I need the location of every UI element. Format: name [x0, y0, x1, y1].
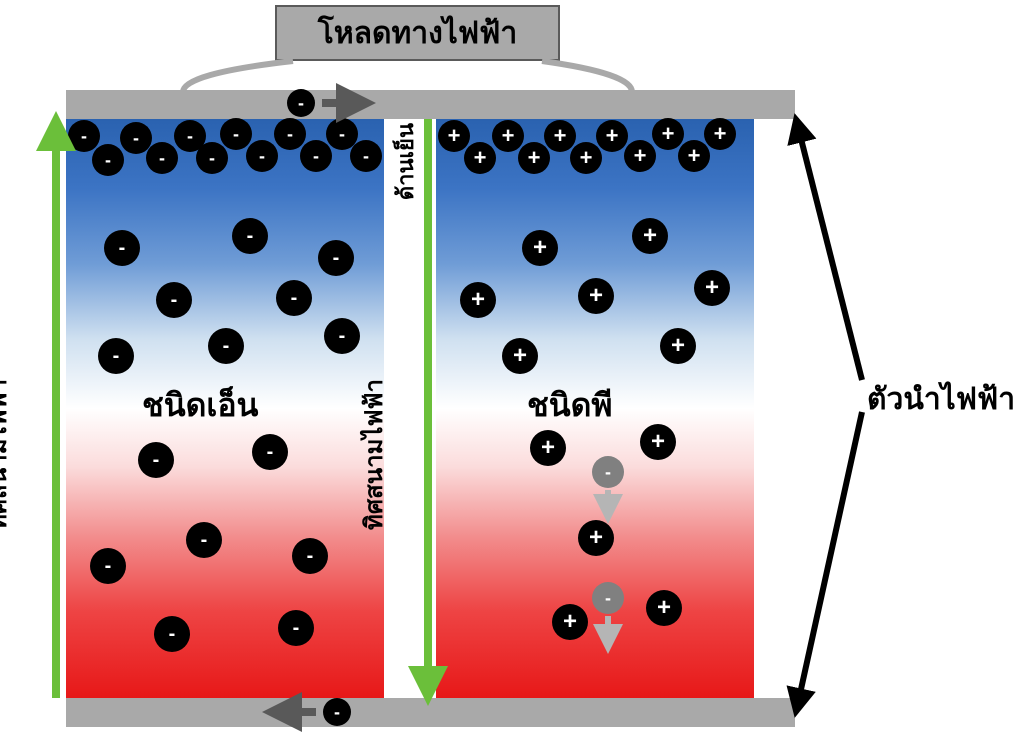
p-charge: + [646, 590, 682, 626]
n-charge-top: - [300, 140, 332, 172]
p-charge-top: + [596, 120, 628, 152]
p-charge: + [502, 338, 538, 374]
p-charge-top: + [518, 142, 550, 174]
field-label-mid: ทิศสนามไฟฟ้า [355, 379, 394, 530]
p-type-label: ชนิดพี [527, 380, 612, 431]
conductor-label: ตัวนำไฟฟ้า [867, 376, 1015, 423]
n-charge-top: - [68, 120, 100, 152]
n-charge: - [156, 282, 192, 318]
p-charge-top: + [544, 120, 576, 152]
p-charge-top: + [624, 140, 656, 172]
p-charge-top: + [570, 142, 602, 174]
n-charge-top: - [220, 118, 252, 150]
flow-charge-bottom: - [323, 698, 351, 726]
n-charge: - [232, 218, 268, 254]
p-charge: + [578, 278, 614, 314]
n-charge: - [318, 240, 354, 276]
flow-charge-top: - [287, 89, 315, 117]
n-charge: - [252, 434, 288, 470]
n-charge-top: - [274, 118, 306, 150]
p-charge: + [460, 282, 496, 318]
n-charge-top: - [350, 140, 382, 172]
p-charge-top: + [492, 120, 524, 152]
n-charge-top: - [196, 142, 228, 174]
electrical-load-box: โหลดทางไฟฟ้า [275, 5, 560, 61]
p-charge-top: + [438, 120, 470, 152]
n-charge-top: - [92, 144, 124, 176]
n-charge: - [104, 230, 140, 266]
n-type-label: ชนิดเอ็น [142, 380, 258, 431]
n-charge: - [90, 548, 126, 584]
n-charge-top: - [246, 140, 278, 172]
cold-side-label: ด้านเย็น [388, 123, 423, 200]
p-charge: + [640, 424, 676, 460]
p-charge-top: + [464, 142, 496, 174]
p-charge: + [578, 520, 614, 556]
n-charge: - [276, 280, 312, 316]
bottom-conductor-bar [66, 698, 795, 727]
p-charge: + [694, 270, 730, 306]
p-charge: + [522, 230, 558, 266]
p-charge: + [632, 218, 668, 254]
gray-carrier: - [592, 582, 624, 614]
n-charge: - [154, 616, 190, 652]
n-charge: - [208, 328, 244, 364]
p-charge: + [552, 604, 588, 640]
n-charge: - [98, 338, 134, 374]
p-charge-top: + [652, 118, 684, 150]
n-charge-top: - [146, 142, 178, 174]
p-charge-top: + [704, 118, 736, 150]
top-conductor-bar [66, 90, 795, 119]
n-charge: - [186, 522, 222, 558]
n-charge: - [278, 610, 314, 646]
p-charge-top: + [678, 140, 710, 172]
n-charge: - [138, 442, 174, 478]
p-charge: + [660, 328, 696, 364]
p-charge: + [530, 430, 566, 466]
n-charge: - [292, 538, 328, 574]
n-charge: - [324, 318, 360, 354]
field-label-left: ทิศสนามไฟฟ้า [0, 379, 18, 530]
gray-carrier: - [592, 456, 624, 488]
